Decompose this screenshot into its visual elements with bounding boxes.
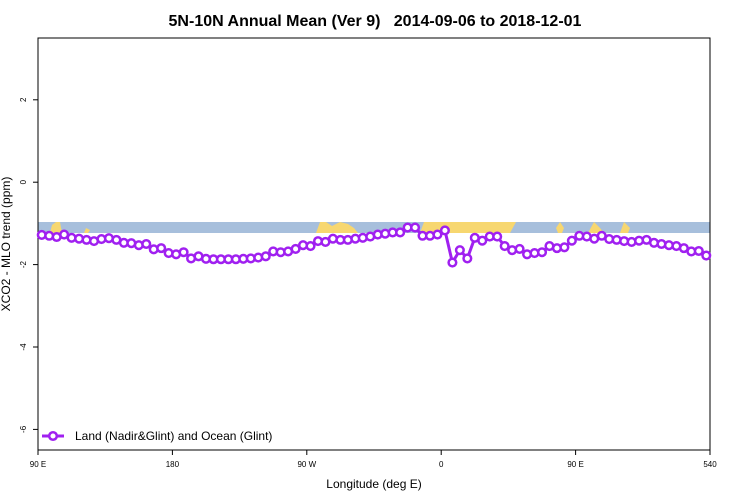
y-axis-label: XCO2 - MLO trend (ppm) — [0, 177, 13, 312]
data-point — [566, 235, 577, 246]
y-tick-label: -6 — [19, 425, 28, 433]
data-point — [432, 229, 443, 240]
y-tick-label: -2 — [19, 260, 28, 268]
data-point — [395, 227, 406, 238]
data-point — [499, 241, 510, 252]
data-point — [514, 243, 525, 254]
data-point — [305, 241, 316, 252]
y-tick-label: 0 — [19, 179, 28, 184]
data-point — [701, 250, 712, 261]
plot-frame — [37, 37, 711, 451]
data-point — [410, 222, 421, 233]
x-tick-label: 540 — [703, 460, 717, 469]
land — [50, 222, 62, 233]
data-point — [536, 247, 548, 258]
y-tick-label: -4 — [19, 343, 28, 351]
data-point — [492, 231, 503, 242]
x-tick-label: 0 — [439, 460, 444, 469]
data-point — [439, 225, 450, 236]
land — [620, 222, 630, 233]
x-tick-label: 90 E — [30, 460, 46, 469]
x-tick-label: 180 — [166, 460, 180, 469]
ocean-band — [38, 222, 710, 233]
data-point — [178, 247, 189, 258]
land — [316, 222, 358, 233]
data-point — [141, 238, 152, 250]
x-tick-label: 90 E — [567, 460, 583, 469]
data-point — [462, 253, 473, 264]
data-point — [454, 245, 465, 256]
data-point — [477, 235, 488, 246]
y-tick-label: 2 — [19, 97, 28, 102]
data-point — [260, 251, 271, 262]
chart-title: 5N-10N Annual Mean (Ver 9) 2014-09-06 to… — [169, 13, 582, 30]
land — [556, 222, 564, 233]
data-point — [693, 245, 704, 257]
data-point — [559, 242, 570, 253]
data-point — [290, 243, 301, 254]
land — [84, 228, 90, 233]
data-point — [447, 257, 458, 268]
data-point — [156, 243, 167, 254]
legend-marker — [47, 430, 59, 442]
land — [588, 222, 604, 233]
legend-label: Land (Nadir&Glint) and Ocean (Glint) — [75, 429, 272, 443]
x-axis-label: Longitude (deg E) — [326, 477, 421, 491]
x-tick-label: 90 W — [297, 460, 316, 469]
